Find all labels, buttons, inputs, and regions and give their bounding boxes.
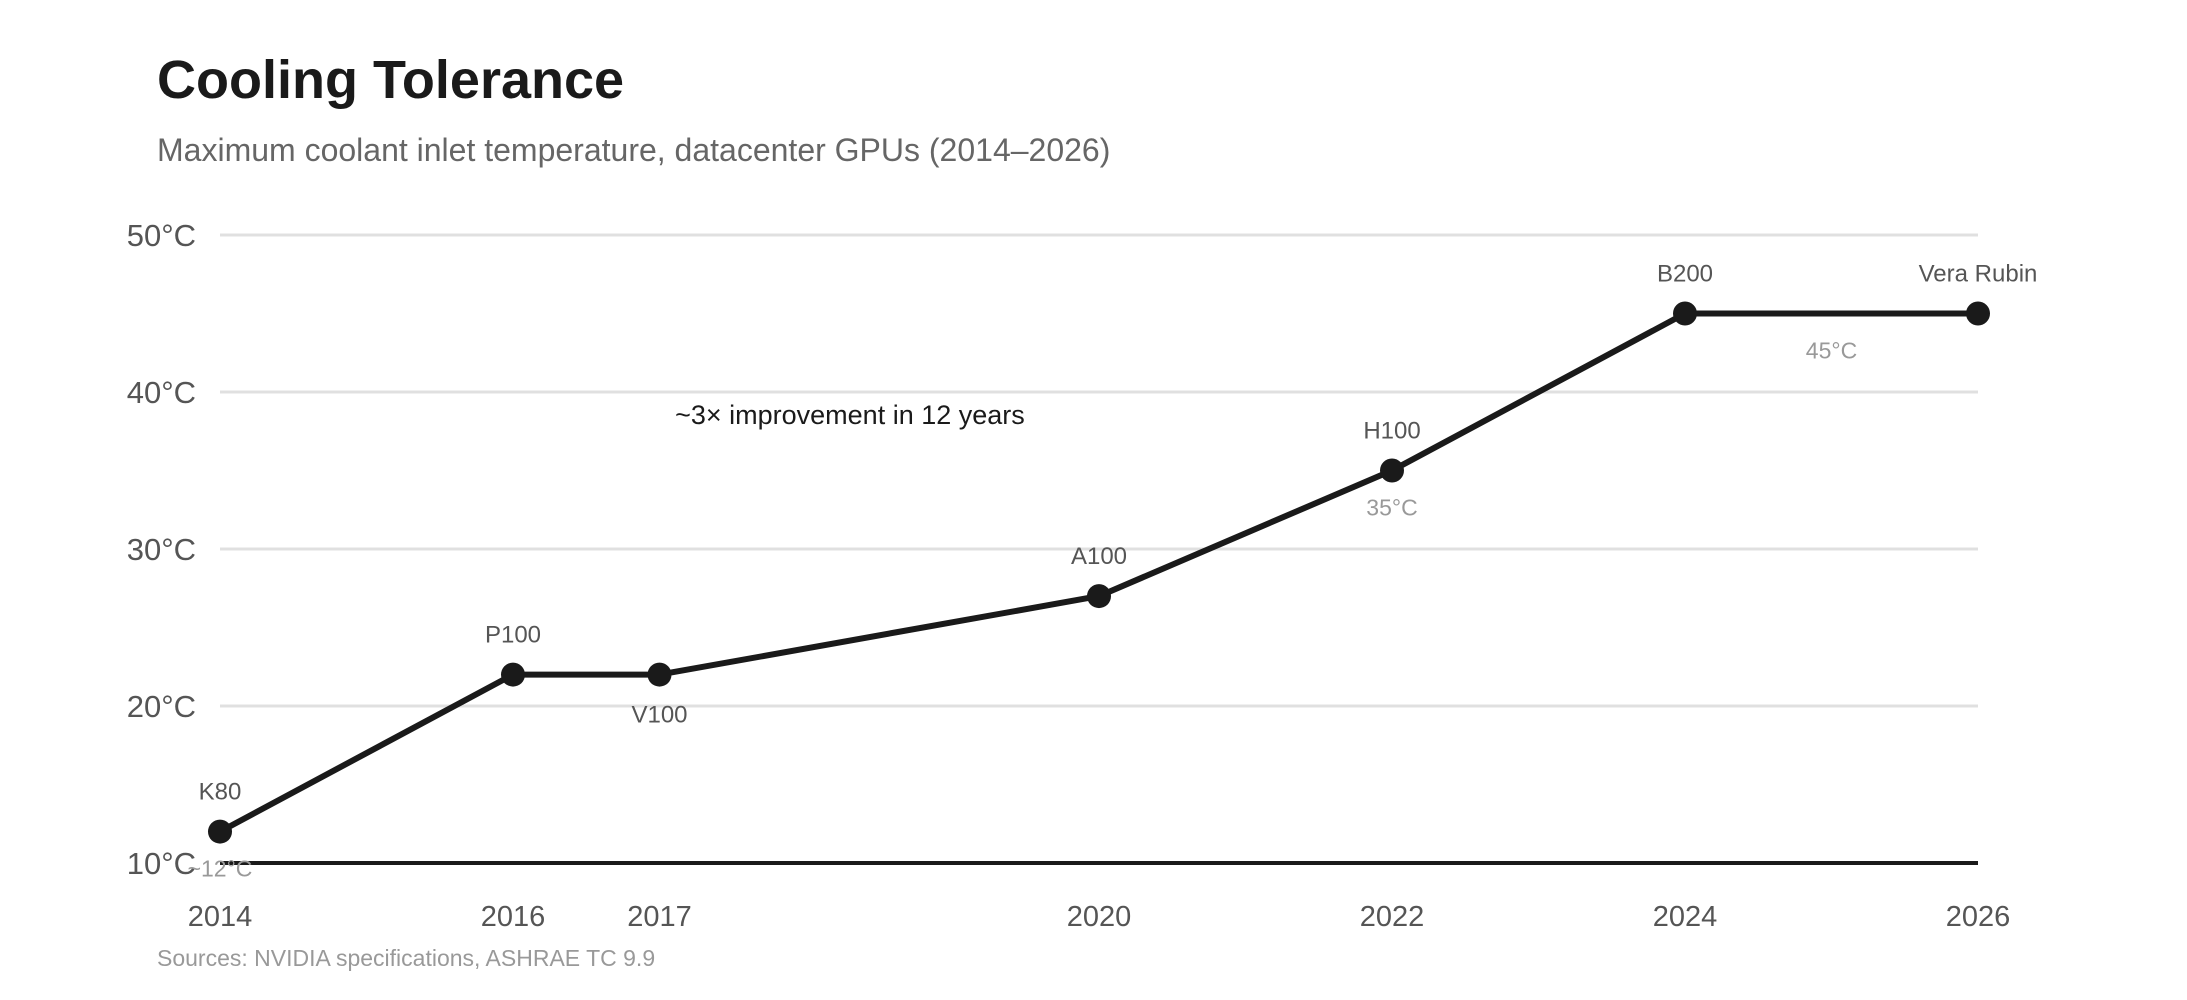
- point-label: A100: [1071, 543, 1127, 570]
- data-point-v100: [647, 662, 672, 687]
- x-tick-label: 2017: [627, 901, 692, 933]
- y-tick-label: 40°C: [127, 375, 196, 410]
- point-label: V100: [631, 702, 687, 729]
- point-label: B200: [1657, 261, 1713, 288]
- series-line: [208, 301, 1990, 844]
- y-tick-label: 20°C: [127, 689, 196, 724]
- x-tick-label: 2016: [481, 901, 546, 933]
- source-note: Sources: NVIDIA specifications, ASHRAE T…: [157, 945, 655, 971]
- data-point-p100: [501, 662, 525, 687]
- value-label: ~12°C: [188, 856, 253, 882]
- x-tick-label: 2026: [1946, 901, 2011, 933]
- data-point-k80: [208, 819, 232, 844]
- point-label: H100: [1363, 418, 1420, 445]
- data-point-h100: [1380, 458, 1404, 483]
- point-label: Vera Rubin: [1919, 261, 2038, 288]
- x-axis: 2014 2016 2017 2020 2022 2024 2026: [188, 901, 2011, 933]
- data-point-a100: [1087, 584, 1111, 609]
- x-tick-label: 2014: [188, 901, 253, 933]
- point-labels: K80 P100 V100 A100 H100 B200 Vera Rubin ~12°C 35…: [188, 261, 2038, 882]
- point-label: P100: [485, 622, 541, 649]
- y-tick-label: 30°C: [127, 532, 196, 567]
- value-label: 35°C: [1366, 495, 1417, 521]
- chart-title: Cooling Tolerance: [157, 50, 624, 110]
- data-point-vera-rubin: [1966, 301, 1990, 326]
- value-label: 45°C: [1806, 338, 1857, 364]
- x-tick-label: 2022: [1360, 901, 1425, 933]
- point-label: K80: [199, 779, 242, 806]
- x-tick-label: 2024: [1653, 901, 1718, 933]
- y-axis: 10°C 20°C 30°C 40°C 50°C: [127, 218, 196, 881]
- gridlines: [220, 233, 1978, 865]
- y-tick-label: 10°C: [127, 846, 196, 881]
- chart-subtitle: Maximum coolant inlet temperature, datac…: [157, 132, 1110, 168]
- x-tick-label: 2020: [1067, 901, 1132, 933]
- y-tick-label: 50°C: [127, 218, 196, 253]
- data-point-b200: [1673, 301, 1697, 326]
- annotation: ~3× improvement in 12 years: [675, 400, 1025, 430]
